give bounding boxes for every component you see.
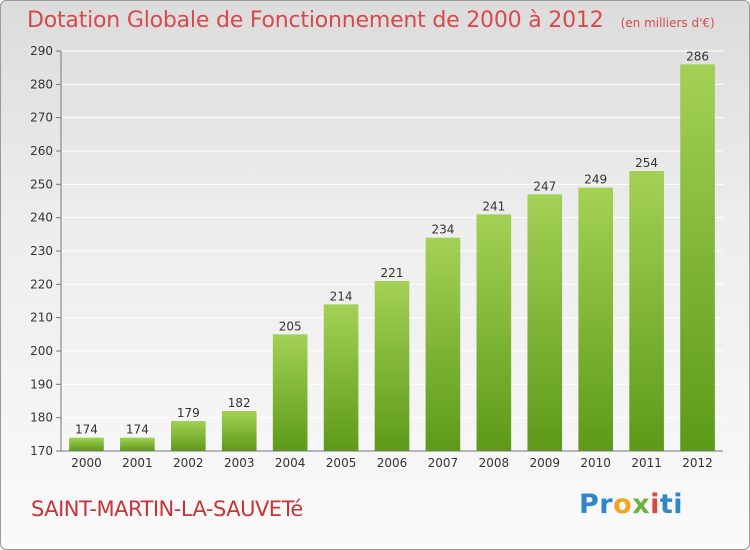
- bar-2001: [120, 437, 155, 451]
- x-tick-label: 2011: [631, 456, 662, 470]
- bar-2011: [629, 171, 664, 451]
- bar-2000: [69, 437, 104, 451]
- y-tick-label: 180: [30, 411, 53, 425]
- y-tick-label: 260: [30, 144, 53, 158]
- logo-letter: t: [659, 489, 674, 520]
- x-tick-label: 2007: [428, 456, 459, 470]
- x-tick-label: 2006: [377, 456, 408, 470]
- y-tick-label: 170: [30, 444, 53, 458]
- bar-2009: [527, 194, 563, 452]
- bar-2010: [578, 187, 614, 451]
- x-tick-label: 2000: [71, 456, 102, 470]
- value-label-2007: 234: [431, 223, 454, 237]
- value-label-2006: 221: [381, 266, 404, 280]
- y-tick-label: 240: [30, 211, 53, 225]
- x-tick-label: 2009: [529, 456, 560, 470]
- value-label-2005: 214: [330, 289, 353, 303]
- value-label-2008: 241: [482, 199, 505, 213]
- axes: [56, 50, 723, 452]
- value-label-2001: 174: [126, 423, 149, 437]
- bar-2006: [374, 281, 410, 451]
- value-label-2003: 182: [228, 396, 251, 410]
- x-tick-label: 2001: [122, 456, 153, 470]
- logo-letter: o: [613, 489, 633, 520]
- bar-2004: [272, 334, 308, 451]
- bars: [69, 64, 715, 452]
- title-block: Dotation Globale de Fonctionnement de 20…: [27, 8, 715, 33]
- bar-2002: [170, 421, 206, 451]
- x-tick-label: 2003: [224, 456, 255, 470]
- proxiti-logo: Proxiti: [579, 489, 683, 520]
- y-tick-label: 200: [30, 344, 53, 358]
- y-tick-label: 190: [30, 377, 53, 391]
- chart-title: Dotation Globale de Fonctionnement de 20…: [27, 8, 604, 33]
- value-label-2009: 247: [533, 179, 556, 193]
- bar-2012: [680, 64, 715, 452]
- y-tick-label: 250: [30, 177, 53, 191]
- value-label-2010: 249: [584, 173, 607, 187]
- logo-letter: x: [632, 489, 651, 520]
- value-label-2011: 254: [635, 156, 658, 170]
- x-tick-label: 2002: [173, 456, 204, 470]
- x-tick-label: 2008: [479, 456, 510, 470]
- value-label-2004: 205: [279, 319, 302, 333]
- y-tick-label: 280: [30, 77, 53, 91]
- bar-2003: [221, 411, 257, 451]
- y-tick-label: 210: [30, 311, 53, 325]
- value-label-2012: 286: [686, 49, 709, 63]
- bar-2008: [476, 214, 512, 451]
- x-tick-label: 2005: [326, 456, 357, 470]
- commune-name: SAINT-MARTIN-LA-SAUVETé: [31, 497, 303, 521]
- y-tick-label: 290: [30, 44, 53, 58]
- labels: 170 180 190 200 210 220 230 240 250 260 270 280 290 1…: [30, 44, 713, 470]
- y-tick-label: 230: [30, 244, 53, 258]
- bar-2007: [425, 237, 461, 451]
- logo-letter: r: [599, 489, 614, 520]
- chart-unit-label: (en milliers d'€): [620, 16, 715, 30]
- logo-letter: P: [579, 489, 600, 520]
- x-tick-label: 2004: [275, 456, 306, 470]
- x-tick-label: 2012: [682, 456, 713, 470]
- x-tick-label: 2010: [580, 456, 611, 470]
- value-label-2002: 179: [177, 406, 200, 420]
- bar-2005: [323, 304, 359, 451]
- y-tick-label: 270: [30, 111, 53, 125]
- value-label-2000: 174: [75, 423, 98, 437]
- logo-letter: i: [673, 489, 684, 520]
- logo-letter: i: [650, 489, 660, 520]
- y-tick-label: 220: [30, 277, 53, 291]
